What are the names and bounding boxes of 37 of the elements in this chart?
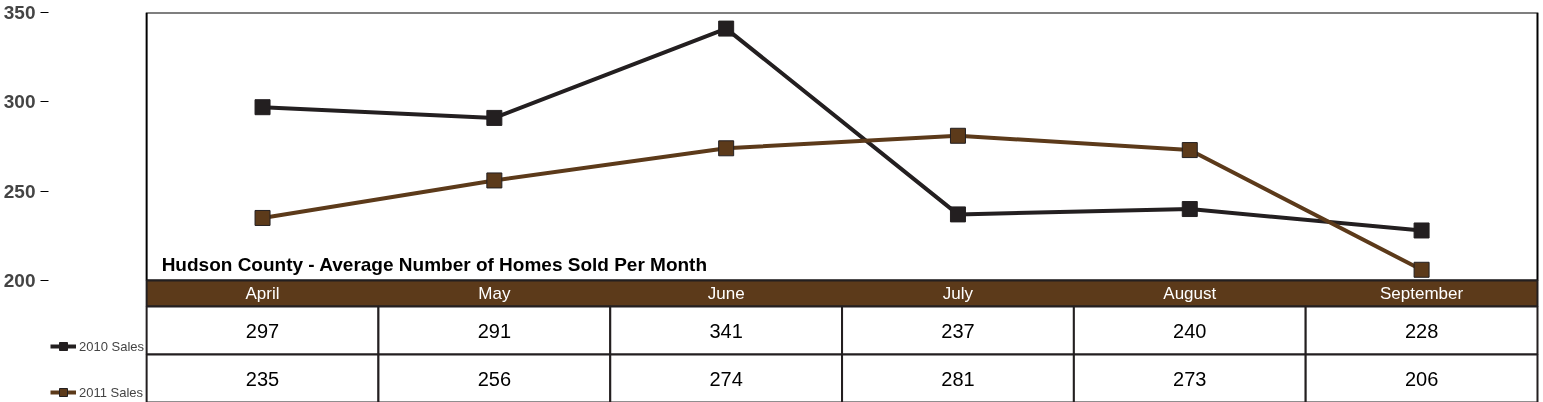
data-label: 228 [1404, 319, 1439, 342]
point [254, 99, 271, 116]
point [949, 127, 966, 144]
data-label: 297 [245, 319, 280, 342]
point [1413, 222, 1430, 239]
x-tick-label: June [707, 284, 745, 303]
point [486, 109, 503, 126]
point [1181, 201, 1198, 218]
x-tick-label: September [1380, 284, 1464, 303]
point [718, 20, 735, 37]
x-tick-label: May [478, 284, 511, 303]
data-label: 291 [477, 319, 512, 342]
x-tick-label: April [245, 284, 280, 303]
data-label: 281 [941, 367, 975, 390]
point [1413, 261, 1430, 278]
y-tick-label: 300 [3, 91, 36, 113]
text: Hudson County - Average Number of Homes Sold Per Month [161, 253, 708, 275]
x-tick-label: August [1163, 284, 1217, 303]
point [254, 209, 271, 226]
data-label: 235 [245, 367, 280, 390]
data-label: 256 [477, 367, 512, 390]
y-tick-label: 350 [3, 2, 36, 23]
point [718, 140, 735, 157]
point [949, 206, 966, 223]
data-label: 240 [1173, 319, 1207, 342]
data-label: 206 [1404, 367, 1439, 390]
data-label: 237 [941, 319, 975, 342]
data-label: 273 [1173, 367, 1207, 390]
point [1181, 142, 1198, 159]
x-tick-label: July [942, 284, 974, 303]
legend-label: 2010 Sales [79, 338, 145, 354]
y-tick-label: 250 [3, 180, 36, 202]
point [486, 172, 503, 189]
data-label: 341 [709, 319, 743, 342]
data-label: 274 [709, 367, 743, 390]
legend-label: 2011 Sales [79, 384, 144, 400]
y-tick-label: 200 [3, 270, 36, 291]
